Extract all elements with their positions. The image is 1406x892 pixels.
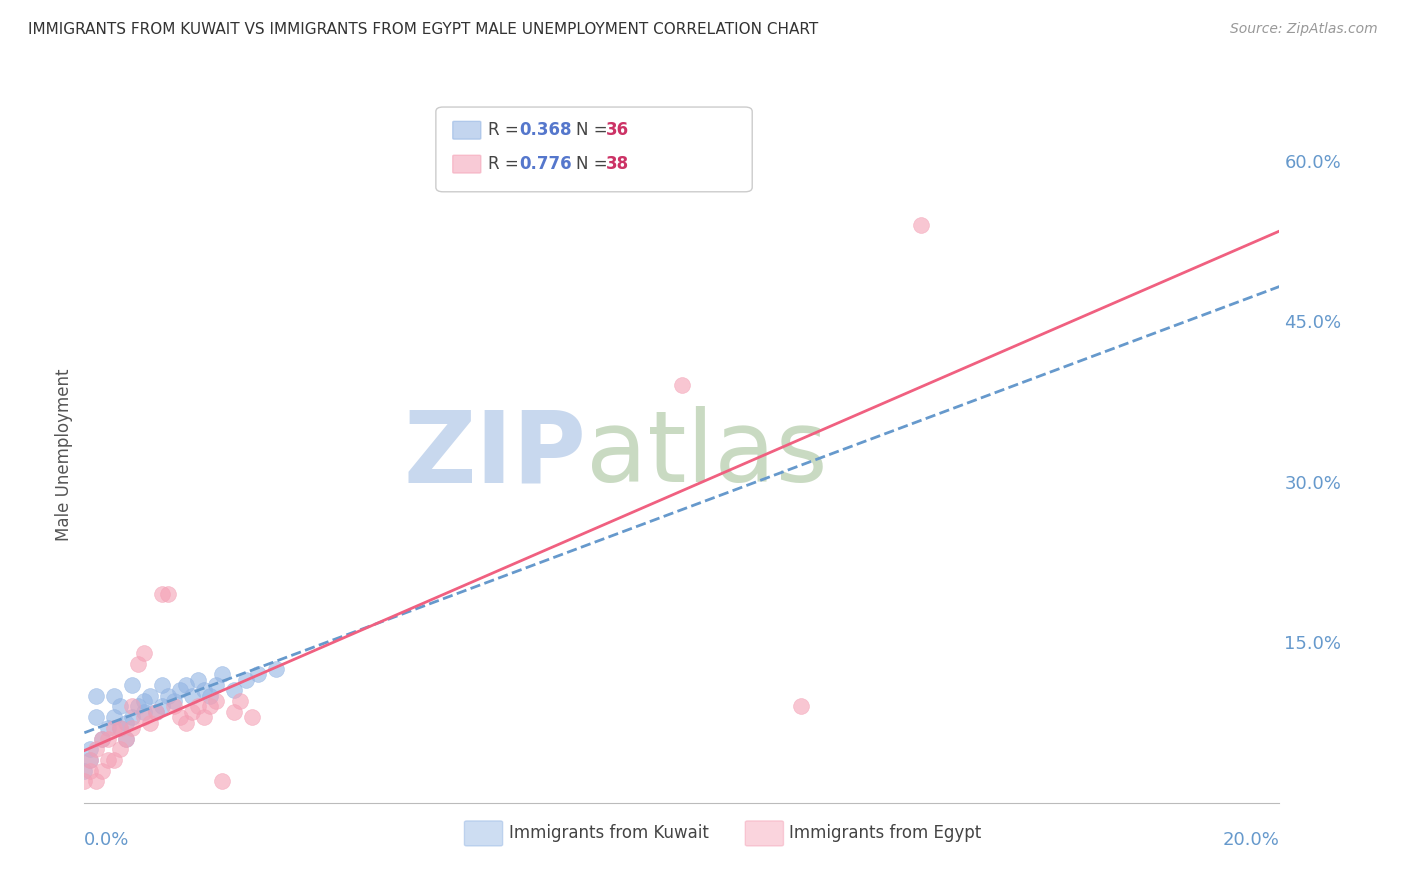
- Point: [181, 689, 204, 703]
- Point: [211, 667, 233, 681]
- Point: [86, 774, 108, 789]
- Point: [132, 646, 156, 660]
- Point: [671, 378, 693, 392]
- Point: [79, 742, 101, 756]
- Point: [91, 731, 114, 746]
- Text: 0.368: 0.368: [519, 121, 571, 139]
- Point: [790, 699, 813, 714]
- Point: [115, 715, 138, 730]
- Point: [205, 678, 228, 692]
- Text: R =: R =: [488, 121, 524, 139]
- Point: [110, 699, 132, 714]
- Point: [103, 689, 125, 703]
- Point: [222, 705, 245, 719]
- Point: [132, 694, 156, 708]
- Point: [187, 699, 209, 714]
- Point: [86, 742, 108, 756]
- Point: [211, 774, 233, 789]
- Point: [910, 218, 932, 232]
- Point: [198, 699, 221, 714]
- Point: [91, 764, 114, 778]
- Point: [181, 705, 204, 719]
- Point: [121, 699, 143, 714]
- Point: [127, 657, 149, 671]
- Point: [121, 721, 143, 735]
- Point: [169, 710, 191, 724]
- Point: [139, 689, 162, 703]
- Text: 0.0%: 0.0%: [84, 830, 129, 848]
- Point: [157, 587, 180, 601]
- Point: [132, 705, 156, 719]
- Text: 20.0%: 20.0%: [1223, 830, 1279, 848]
- Point: [193, 683, 215, 698]
- FancyBboxPatch shape: [464, 821, 503, 846]
- Point: [163, 694, 186, 708]
- Point: [110, 721, 132, 735]
- Point: [97, 721, 120, 735]
- Text: 0.776: 0.776: [519, 155, 571, 173]
- Text: ZIP: ZIP: [404, 407, 586, 503]
- Point: [139, 715, 162, 730]
- Point: [240, 710, 263, 724]
- Y-axis label: Male Unemployment: Male Unemployment: [55, 368, 73, 541]
- Point: [187, 673, 209, 687]
- Point: [110, 742, 132, 756]
- Point: [79, 753, 101, 767]
- Point: [91, 731, 114, 746]
- Text: Immigrants from Kuwait: Immigrants from Kuwait: [509, 824, 709, 842]
- Point: [235, 673, 257, 687]
- Text: 38: 38: [606, 155, 628, 173]
- Point: [205, 694, 228, 708]
- Point: [73, 774, 96, 789]
- Point: [174, 678, 197, 692]
- Point: [174, 715, 197, 730]
- Point: [163, 699, 186, 714]
- Point: [198, 689, 221, 703]
- FancyBboxPatch shape: [745, 821, 783, 846]
- Point: [193, 710, 215, 724]
- Point: [97, 731, 120, 746]
- Point: [115, 731, 138, 746]
- Text: N =: N =: [576, 155, 613, 173]
- Point: [110, 721, 132, 735]
- Point: [150, 678, 173, 692]
- Text: atlas: atlas: [586, 407, 828, 503]
- Point: [121, 678, 143, 692]
- Point: [132, 710, 156, 724]
- Point: [103, 710, 125, 724]
- Point: [115, 731, 138, 746]
- Point: [145, 705, 167, 719]
- Text: Immigrants from Egypt: Immigrants from Egypt: [790, 824, 981, 842]
- Point: [103, 753, 125, 767]
- Point: [145, 705, 167, 719]
- Point: [222, 683, 245, 698]
- Point: [169, 683, 191, 698]
- Text: IMMIGRANTS FROM KUWAIT VS IMMIGRANTS FROM EGYPT MALE UNEMPLOYMENT CORRELATION CH: IMMIGRANTS FROM KUWAIT VS IMMIGRANTS FRO…: [28, 22, 818, 37]
- Point: [127, 699, 149, 714]
- Point: [86, 689, 108, 703]
- Point: [73, 764, 96, 778]
- Point: [228, 694, 252, 708]
- Text: Source: ZipAtlas.com: Source: ZipAtlas.com: [1230, 22, 1378, 37]
- Point: [150, 587, 173, 601]
- Point: [86, 710, 108, 724]
- Point: [150, 699, 173, 714]
- Point: [103, 721, 125, 735]
- Point: [157, 689, 180, 703]
- Text: R =: R =: [488, 155, 524, 173]
- Text: N =: N =: [576, 121, 613, 139]
- Point: [246, 667, 269, 681]
- Point: [79, 753, 101, 767]
- Point: [97, 753, 120, 767]
- Point: [264, 662, 287, 676]
- Text: 36: 36: [606, 121, 628, 139]
- Point: [121, 710, 143, 724]
- Point: [79, 764, 101, 778]
